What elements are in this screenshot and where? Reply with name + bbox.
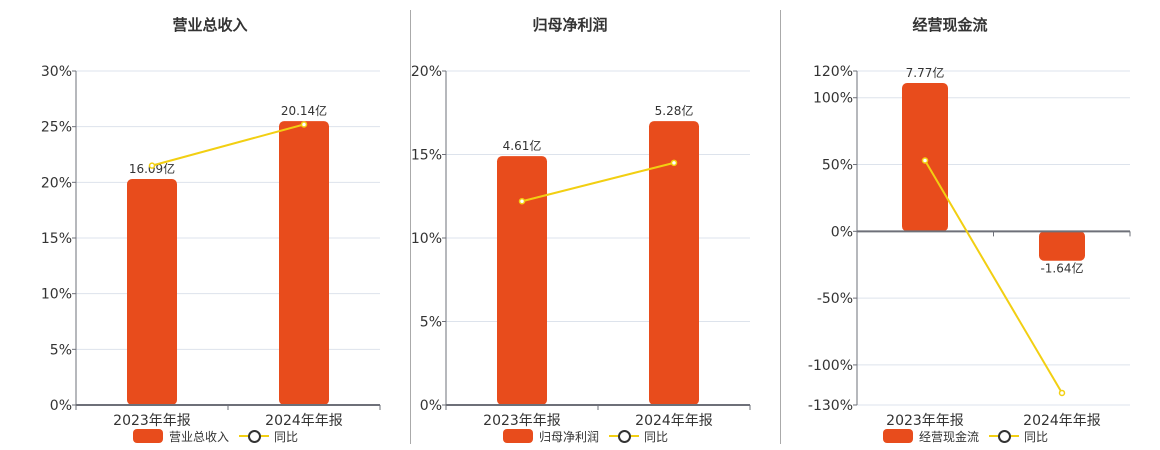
- legend-bar-label[interactable]: 归母净利润: [539, 429, 600, 444]
- legend: 经营现金流 同比: [883, 428, 1048, 444]
- legend-line-label[interactable]: 同比: [644, 429, 669, 444]
- x-category-label: 2023年年报: [113, 413, 191, 429]
- bar-value-label: 20.14亿: [281, 103, 327, 118]
- bar[interactable]: [497, 156, 547, 405]
- yoy-line[interactable]: [521, 161, 675, 203]
- y-tick-label: 50%: [822, 158, 853, 174]
- yoy-point[interactable]: [921, 157, 929, 164]
- legend-bar-swatch[interactable]: [503, 429, 533, 443]
- y-tick-label: 5%: [50, 342, 72, 358]
- bar-value-label: 5.28亿: [655, 103, 694, 118]
- legend-line-icon[interactable]: [609, 429, 640, 443]
- legend-line-icon[interactable]: [989, 429, 1020, 443]
- bar[interactable]: [902, 83, 948, 232]
- x-category-label: 2023年年报: [886, 413, 964, 429]
- bar[interactable]: [279, 121, 329, 405]
- y-tick-label: 10%: [41, 287, 72, 303]
- bar-value-label: 4.61亿: [503, 138, 542, 153]
- y-tick-label: 0%: [50, 398, 72, 414]
- yoy-point[interactable]: [518, 198, 526, 205]
- y-tick-label: -100%: [808, 358, 853, 374]
- chart-title: 营业总收入: [172, 16, 248, 34]
- yoy-point[interactable]: [148, 162, 156, 169]
- y-tick-label: 0%: [831, 224, 853, 240]
- bar[interactable]: [649, 121, 699, 405]
- yoy-point[interactable]: [300, 121, 308, 128]
- chart-plot: -130% -100% -50% 0% 50% 100% 120% 7.77亿 -1.64亿 20…: [808, 64, 1131, 429]
- chart-title: 经营现金流: [912, 16, 988, 34]
- y-tick-label: 15%: [411, 148, 442, 164]
- legend-bar-swatch[interactable]: [133, 429, 163, 443]
- x-category-label: 2024年年报: [635, 413, 713, 429]
- yoy-line[interactable]: [924, 160, 1063, 394]
- chart-net-profit: 归母净利润 0% 5% 10% 15% 20% 4.61亿 5.28亿 2023年年报 2024…: [411, 16, 751, 444]
- legend-bar-label[interactable]: 经营现金流: [919, 429, 980, 444]
- yoy-line[interactable]: [151, 123, 305, 167]
- legend-line-icon[interactable]: [239, 429, 270, 443]
- y-tick-label: 100%: [813, 91, 853, 107]
- panel-separator: [410, 10, 411, 444]
- chart-revenue: 营业总收入 0% 5% 10% 15% 20% 25% 30% 16.09亿 20.14亿 202…: [0, 0, 400, 450]
- legend: 营业总收入 同比: [133, 428, 298, 444]
- panel-separator: [780, 10, 781, 444]
- legend-line-label[interactable]: 同比: [1024, 429, 1049, 444]
- yoy-point[interactable]: [670, 159, 678, 167]
- y-tick-label: 15%: [41, 231, 72, 247]
- legend-line-label[interactable]: 同比: [274, 429, 299, 444]
- chart-plot: 0% 5% 10% 15% 20% 4.61亿 5.28亿 2023年年报 2024年年报: [411, 64, 751, 429]
- bar-value-label: -1.64亿: [1040, 261, 1083, 276]
- y-tick-label: 5%: [420, 315, 442, 331]
- chart-title: 归母净利润: [532, 16, 608, 34]
- x-category-label: 2023年年报: [483, 413, 561, 429]
- legend: 归母净利润 同比: [503, 428, 668, 444]
- legend-bar-swatch[interactable]: [883, 429, 913, 443]
- y-tick-label: 120%: [813, 64, 853, 80]
- y-tick-label: 20%: [41, 175, 72, 191]
- legend-bar-label[interactable]: 营业总收入: [169, 429, 230, 444]
- bar[interactable]: [1039, 231, 1085, 261]
- x-category-label: 2024年年报: [265, 413, 343, 429]
- y-tick-label: 30%: [41, 64, 72, 80]
- y-tick-label: 25%: [41, 120, 72, 136]
- yoy-point[interactable]: [1058, 389, 1066, 397]
- y-tick-label: -130%: [808, 398, 853, 414]
- y-tick-label: 10%: [411, 231, 442, 247]
- y-tick-label: 20%: [411, 64, 442, 80]
- bar-value-label: 7.77亿: [906, 65, 945, 80]
- bar[interactable]: [127, 178, 177, 405]
- y-tick-label: -50%: [817, 291, 853, 307]
- y-tick-label: 0%: [420, 398, 442, 414]
- x-category-label: 2024年年报: [1023, 413, 1101, 429]
